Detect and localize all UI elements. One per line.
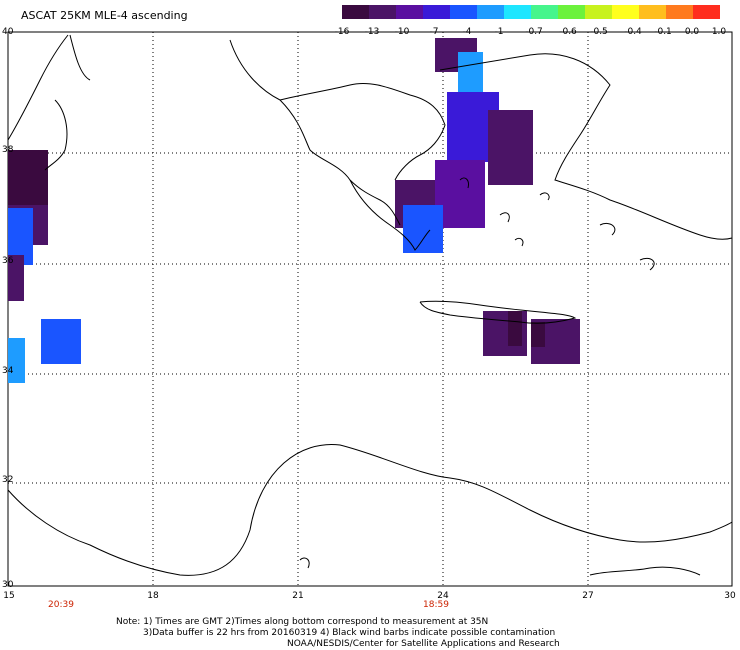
data-cell [8, 338, 25, 383]
data-cell [488, 110, 533, 185]
graticule [8, 32, 732, 586]
time-label: 20:39 [48, 600, 74, 610]
colorbar-label: -7 [429, 27, 439, 37]
colorbar-label: -0.6 [559, 27, 577, 37]
albania-greece-coast [229, 39, 401, 226]
colorbar-seg-8 [531, 5, 558, 19]
data-cell [508, 311, 522, 346]
colorbar-seg-7 [504, 5, 531, 19]
colorbar-seg-5 [450, 5, 477, 19]
note-line-1: Note: 1) Times are GMT 2)Times along bot… [116, 617, 489, 627]
colorbar-seg-11 [612, 5, 639, 19]
colorbar-label: -10 [394, 27, 410, 37]
colorbar-seg-4 [423, 5, 450, 19]
lat-label: 36 [2, 256, 14, 266]
lon-label: 21 [292, 591, 304, 601]
map-title: ASCAT 25KM MLE-4 ascending [21, 9, 188, 22]
data-cell [403, 205, 443, 253]
crete [419, 300, 577, 324]
data-cell [531, 322, 545, 347]
colorbar-label: -13 [364, 27, 380, 37]
map-frame [7, 31, 733, 587]
data-cell [435, 160, 485, 228]
lon-label: 18 [147, 591, 159, 601]
wind-data-cells [8, 38, 580, 383]
lat-label: 40 [2, 27, 14, 37]
data-cell [41, 319, 81, 364]
lat-label: 30 [2, 580, 14, 590]
lat-label: 32 [2, 475, 14, 485]
peloponnese [349, 179, 431, 251]
lat-label: 34 [2, 366, 14, 376]
italy-coast [7, 34, 91, 171]
lon-label: 30 [724, 591, 736, 601]
cyprus-area [589, 566, 701, 576]
colorbar-label: -16 [334, 27, 350, 37]
colorbar-label: -1 [494, 27, 504, 37]
colorbar-seg-6 [477, 5, 504, 19]
coastlines [7, 34, 733, 576]
time-label: 18:59 [423, 600, 449, 610]
colorbar-seg-12 [639, 5, 666, 19]
colorbar-seg-10 [585, 5, 612, 19]
data-cell [8, 255, 24, 301]
colorbar-label: -0.4 [624, 27, 642, 37]
lat-label: 38 [2, 145, 14, 155]
colorbar-seg-3 [396, 5, 423, 19]
colorbar-seg-9 [558, 5, 585, 19]
turkey-coast [439, 53, 733, 240]
colorbar-label: 0.0 [684, 27, 700, 37]
colorbar-label: -4 [462, 27, 472, 37]
colorbar-seg-13 [666, 5, 693, 19]
colorbar-seg-14 [693, 5, 720, 19]
colorbar [342, 5, 720, 19]
greece-mainland [279, 82, 446, 181]
colorbar-label: -0.5 [590, 27, 608, 37]
lon-label: 27 [582, 591, 594, 601]
note-line-2: 3)Data buffer is 22 hrs from 20160319 4)… [143, 628, 556, 638]
lon-label: 15 [3, 591, 15, 601]
colorbar-label: -0.7 [525, 27, 543, 37]
colorbar-label: -0.1 [654, 27, 672, 37]
colorbar-seg-2 [369, 5, 396, 19]
note-line-3: NOAA/NESDIS/Center for Satellite Applica… [287, 639, 560, 649]
colorbar-label: 1.0 [711, 27, 727, 37]
islands [299, 177, 655, 569]
lon-label: 24 [437, 591, 449, 601]
libya-egypt-coast [7, 443, 733, 576]
